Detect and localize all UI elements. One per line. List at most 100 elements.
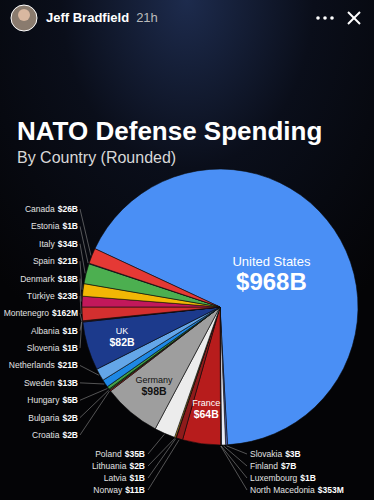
data-label: $3B (285, 449, 301, 459)
slice-name: Luxembourg (250, 473, 298, 483)
external-label: Denmark$18B (20, 274, 78, 284)
avatar (11, 5, 37, 31)
slice-name: Norway (93, 485, 123, 495)
leader-line (148, 439, 176, 478)
avatar-face (18, 9, 30, 21)
data-labels: United States$968BFrance$64BGermany$98BU… (4, 204, 344, 495)
story-frame: Jeff Bradfield 21h NATO Defense Spending By… (0, 0, 374, 500)
slice-name: Estonia (31, 221, 60, 231)
slice-name: Sweden (24, 378, 55, 388)
slice-name: Germany (136, 375, 174, 385)
data-label: $353M (318, 485, 344, 495)
slice-name: Latvia (104, 473, 127, 483)
leader-line (80, 209, 91, 255)
leader-line (148, 438, 175, 466)
data-label: $35B (125, 449, 145, 459)
data-label: $21B (58, 256, 78, 266)
external-label: North Macedonia$353M (250, 485, 344, 495)
close-button[interactable] (348, 12, 360, 24)
more-button[interactable] (316, 16, 334, 20)
slice-name: Slovakia (250, 449, 282, 459)
leader-line (148, 440, 179, 490)
slice-name: Montenegro (4, 308, 50, 318)
pie-slice (83, 307, 220, 321)
external-label: Italy$34B (39, 239, 78, 249)
slice-name: Bulgaria (28, 413, 59, 423)
background (0, 0, 374, 500)
leader-line (224, 446, 247, 466)
external-label: Estonia$1B (31, 221, 78, 231)
external-label: Slovakia$3B (250, 449, 301, 459)
more-dot (330, 16, 334, 20)
data-label: $21B (58, 360, 78, 370)
data-label: $2B (129, 461, 145, 471)
leader-line (80, 391, 109, 435)
external-label: Latvia$1B (104, 473, 145, 483)
close-stroke (348, 12, 360, 24)
slice-name: Finland (250, 461, 278, 471)
external-label: Slovenia$1B (27, 343, 78, 353)
external-label: Canada$26B (25, 204, 78, 214)
external-label: Hungary$5B (27, 395, 78, 405)
slice-name: Canada (25, 204, 55, 214)
data-label: $5B (62, 395, 78, 405)
external-label: Norway$11B (93, 485, 145, 495)
more-dot (316, 16, 320, 20)
external-label: Netherlands$21B (9, 360, 78, 370)
data-label: $23B (58, 291, 78, 301)
leader-line (227, 446, 247, 454)
post-time: 21h (136, 10, 158, 25)
leader-line (80, 313, 82, 321)
slice-name: Albania (31, 326, 60, 336)
external-label: Finland$7B (250, 461, 296, 471)
data-label: $13B (58, 378, 78, 388)
leader-line (80, 226, 88, 263)
external-label: Spain$21B (33, 256, 78, 266)
data-label: $2B (62, 413, 78, 423)
more-dot (323, 16, 327, 20)
slice-name: Slovenia (27, 343, 60, 353)
slice-name: United States (232, 254, 311, 269)
external-label: Bulgaria$2B (28, 413, 78, 423)
pie-slice (220, 307, 226, 445)
slice-name: Poland (95, 449, 122, 459)
user-name: Jeff Bradfield (46, 10, 129, 25)
story-header: Jeff Bradfield 21h (11, 5, 360, 31)
pie-slice (82, 307, 220, 321)
chart-subtitle: By Country (Rounded) (17, 149, 176, 166)
leader-line (221, 446, 247, 478)
data-label: $98B (141, 385, 167, 397)
slice-name: Denmark (20, 274, 55, 284)
slice-name: UK (116, 326, 129, 336)
slice-name: Croatia (32, 430, 60, 440)
leader-line (80, 388, 107, 400)
data-label: $18B (58, 274, 78, 284)
pie-slice (220, 307, 227, 445)
slice-name: North Macedonia (250, 485, 315, 495)
data-label: $2B (62, 430, 78, 440)
external-label: Luxembourg$1B (250, 473, 316, 483)
data-label: $34B (58, 239, 78, 249)
external-label: Montenegro$162M (4, 308, 78, 318)
data-label: $82B (110, 336, 136, 348)
leader-line (80, 383, 104, 384)
slice-name: Italy (39, 239, 55, 249)
external-label: Poland$35B (95, 449, 145, 459)
slice-name: Spain (33, 256, 55, 266)
data-label: $11B (125, 485, 145, 495)
data-label: $1B (62, 326, 78, 336)
slice-name: France (192, 398, 220, 408)
slice-name: Netherlands (9, 360, 55, 370)
leader-line (148, 434, 164, 454)
pie-slice (83, 307, 220, 322)
chart-title: NATO Defense Spending (17, 116, 322, 146)
data-label: $162M (52, 308, 78, 318)
external-label: Albania$1B (31, 326, 78, 336)
slice-name: Türkiye (27, 291, 55, 301)
data-label: $64B (194, 408, 220, 420)
data-label: $1B (129, 473, 145, 483)
pie-slice (83, 307, 220, 321)
pie-slices (82, 169, 358, 445)
leader-line (221, 446, 247, 490)
data-label: $1B (62, 343, 78, 353)
